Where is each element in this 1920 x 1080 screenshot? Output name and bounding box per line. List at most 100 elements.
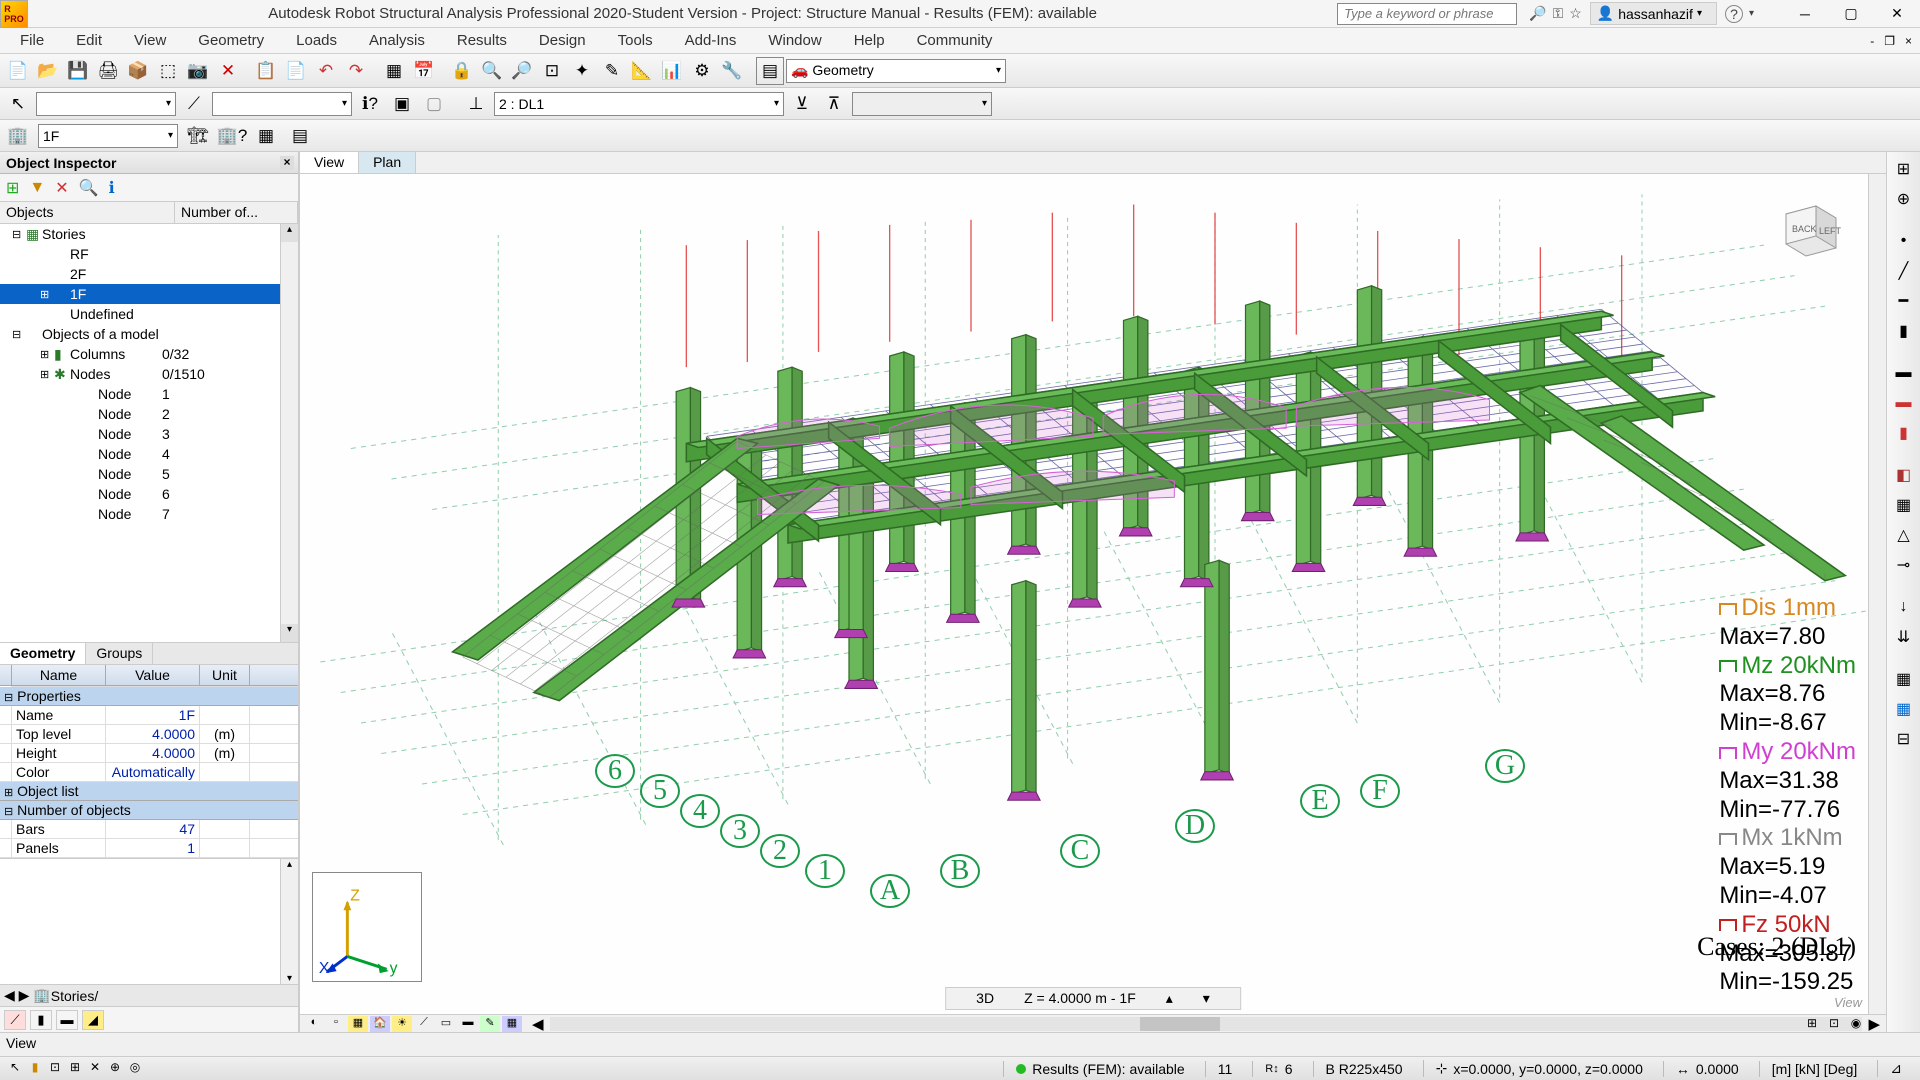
prop-row[interactable]: Bars47 — [0, 820, 298, 839]
release-tool-icon[interactable]: ⊸ — [1891, 552, 1917, 578]
support-tool-icon[interactable]: △ — [1891, 522, 1917, 548]
paste-icon[interactable]: 📄 — [282, 57, 310, 85]
mdi-minimize[interactable]: - — [1866, 34, 1878, 48]
story-help-icon[interactable]: 🏢? — [218, 122, 246, 150]
star-icon[interactable]: ☆ — [1569, 5, 1582, 22]
clad-tool-icon[interactable]: ▬ — [1891, 390, 1917, 416]
bar-select-icon[interactable]: ⟋ — [180, 90, 208, 118]
dim-tool-icon[interactable]: ⊟ — [1891, 726, 1917, 752]
snap3-icon[interactable]: ◉ — [1846, 1016, 1866, 1030]
di9-icon[interactable]: ✎ — [480, 1016, 500, 1032]
new-icon[interactable]: 📄 — [4, 57, 32, 85]
menu-window[interactable]: Window — [752, 29, 837, 52]
minimize-button[interactable]: ─ — [1782, 0, 1828, 28]
edit-icon[interactable]: ✎ — [598, 57, 626, 85]
analysis-icon[interactable]: 📊 — [658, 57, 686, 85]
status-grip-icon[interactable]: ⊿ — [1877, 1060, 1914, 1077]
type1-icon[interactable]: ⟋ — [4, 1010, 26, 1030]
filter-tree-icon[interactable]: ▼ — [29, 179, 45, 197]
search-tree-icon[interactable]: 🔍 — [79, 178, 99, 198]
mdi-restore[interactable]: ❐ — [1880, 34, 1899, 48]
calc-tool-icon[interactable]: ▦ — [1891, 666, 1917, 692]
help-icon[interactable]: ? — [1725, 5, 1743, 23]
sb6-icon[interactable]: ⊕ — [106, 1060, 124, 1078]
hscroll-left[interactable]: ◀ — [526, 1015, 550, 1033]
col-objects[interactable]: Objects — [0, 202, 175, 223]
lock-icon[interactable]: 🔒 — [448, 57, 476, 85]
di7-icon[interactable]: ▭ — [436, 1016, 456, 1032]
delete-icon[interactable]: ✕ — [214, 57, 242, 85]
bar-tool-icon[interactable]: ╱ — [1891, 258, 1917, 284]
prop-section-numobjects[interactable]: ⊟ Number of objects — [0, 801, 298, 820]
node-tool-icon[interactable]: • — [1891, 228, 1917, 254]
calendar-icon[interactable]: 📅 — [410, 57, 438, 85]
di5-icon[interactable]: ☀ — [392, 1016, 412, 1032]
load-tool-icon[interactable]: ↓ — [1891, 594, 1917, 620]
menu-analysis[interactable]: Analysis — [353, 29, 441, 52]
tree-row[interactable]: ⊞1F — [0, 284, 298, 304]
story-view1-icon[interactable]: ▦ — [252, 122, 280, 150]
type2-icon[interactable]: ▮ — [30, 1010, 52, 1030]
grey-icon[interactable]: ▢ — [420, 90, 448, 118]
open-icon[interactable]: 📂 — [34, 57, 62, 85]
tree-row[interactable]: ⊟Objects of a model — [0, 324, 298, 344]
menu-community[interactable]: Community — [901, 29, 1009, 52]
3d-viewport[interactable]: ABCDEFG 123456 Dis 1mmMax=7.80Mz 20kNmMa… — [300, 174, 1886, 1032]
menu-loads[interactable]: Loads — [280, 29, 353, 52]
save-icon[interactable]: 💾 — [64, 57, 92, 85]
prop-row[interactable]: ColorAutomatically — [0, 763, 298, 782]
material-tool-icon[interactable]: ▦ — [1891, 492, 1917, 518]
tree-row[interactable]: ⊞▮Columns0/32 — [0, 344, 298, 364]
pan-icon[interactable]: ✦ — [568, 57, 596, 85]
menu-view[interactable]: View — [118, 29, 182, 52]
col-number[interactable]: Number of... — [175, 202, 298, 223]
sb3-icon[interactable]: ⊡ — [46, 1060, 64, 1078]
maximize-button[interactable]: ▢ — [1828, 0, 1874, 28]
view-cube[interactable]: BACK LEFT — [1766, 194, 1846, 264]
zoom-out-icon[interactable]: 🔎 — [508, 57, 536, 85]
vp-status-down[interactable]: ▾ — [1203, 990, 1210, 1007]
node-select-combo[interactable]: ▾ — [36, 92, 176, 116]
panel-tool-icon[interactable]: ▬ — [1891, 360, 1917, 386]
story-combo[interactable]: 1F▾ — [38, 124, 178, 148]
settings-icon[interactable]: ⚙ — [688, 57, 716, 85]
tab-view[interactable]: View — [300, 152, 359, 173]
tree-row[interactable]: Node4 — [0, 444, 298, 464]
loadcase-combo[interactable]: 2 : DL1▾ — [494, 92, 784, 116]
loads-icon[interactable]: ⊥ — [462, 90, 490, 118]
menu-geometry[interactable]: Geometry — [182, 29, 280, 52]
object-tree[interactable]: ⊟▦StoriesRF2F⊞1FUndefined⊟Objects of a m… — [0, 224, 298, 642]
select-icon[interactable]: ↖ — [4, 90, 32, 118]
tree-row[interactable]: Node6 — [0, 484, 298, 504]
tree-row[interactable]: Node5 — [0, 464, 298, 484]
bar-select-combo[interactable]: ▾ — [212, 92, 352, 116]
key-icon[interactable]: ⚿ — [1553, 5, 1564, 22]
hscrollbar[interactable] — [550, 1017, 1863, 1031]
undo-icon[interactable]: ↶ — [312, 57, 340, 85]
di8-icon[interactable]: ▬ — [458, 1016, 478, 1032]
result-tool-icon[interactable]: ▦ — [1891, 696, 1917, 722]
camera-icon[interactable]: 📷 — [184, 57, 212, 85]
window-icon[interactable]: ▣ — [388, 90, 416, 118]
redo-icon[interactable]: ↷ — [342, 57, 370, 85]
vp-status-up[interactable]: ▴ — [1166, 990, 1173, 1007]
mdi-close[interactable]: × — [1901, 34, 1916, 48]
tree-row[interactable]: ⊟▦Stories — [0, 224, 298, 244]
search-input[interactable]: Type a keyword or phrase — [1337, 3, 1517, 25]
menu-results[interactable]: Results — [441, 29, 523, 52]
vscrollbar[interactable] — [1868, 174, 1886, 1014]
delete-tree-icon[interactable]: ✕ — [55, 178, 68, 198]
stories-tab[interactable]: ◀ ▶ 🏢 Stories / — [0, 984, 298, 1006]
tree-row[interactable]: Node1 — [0, 384, 298, 404]
menu-edit[interactable]: Edit — [60, 29, 118, 52]
di10-icon[interactable]: ▦ — [502, 1016, 522, 1032]
prop-row[interactable]: Name1F — [0, 706, 298, 725]
tree-scrollbar[interactable]: ▴▾ — [280, 224, 298, 642]
zoom-window-icon[interactable]: ⊡ — [538, 57, 566, 85]
tree-icon[interactable]: ⊞ — [6, 178, 19, 198]
type4-icon[interactable]: ◢ — [82, 1010, 104, 1030]
help-tree-icon[interactable]: ℹ — [109, 178, 115, 198]
menu-file[interactable]: File — [4, 29, 60, 52]
sb4-icon[interactable]: ⊞ — [66, 1060, 84, 1078]
story-up-icon[interactable]: 🏗 — [184, 122, 212, 150]
